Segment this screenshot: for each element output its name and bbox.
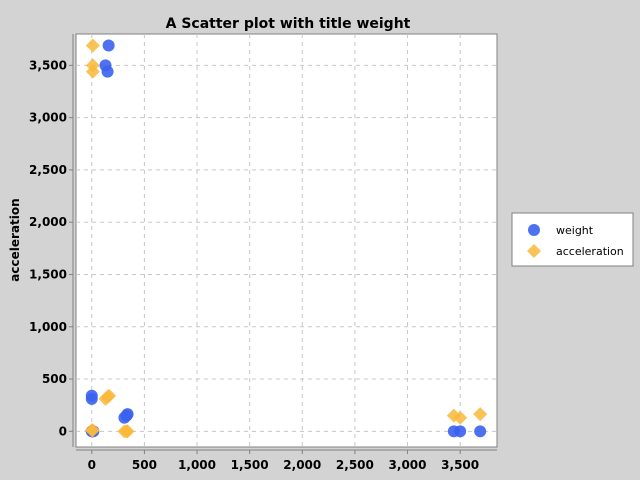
legend-label-acceleration: acceleration: [556, 245, 624, 258]
chart-title: A Scatter plot with title weight: [166, 16, 411, 32]
grid-lines: [76, 34, 497, 447]
x-tick-label: 3,000: [389, 458, 427, 472]
x-tick-label: 500: [132, 458, 157, 472]
acceleration-point: [453, 410, 468, 425]
y-tick-label: 1,500: [29, 267, 67, 281]
x-tick-label: 0: [88, 458, 96, 472]
legend-marker-acceleration: [527, 244, 541, 258]
legend-box: [511, 212, 634, 267]
legend-label-weight: weight: [556, 224, 594, 237]
x-tick-label: 1,500: [231, 458, 269, 472]
legend: weight acceleration: [511, 212, 634, 267]
weight-point: [121, 408, 134, 421]
y-tick-label: 2,000: [29, 215, 67, 229]
acceleration-point: [85, 38, 100, 53]
x-tick-label: 1,000: [178, 458, 216, 472]
weight-point: [454, 425, 467, 438]
y-tick-label: 3,000: [29, 111, 67, 125]
weight-point: [85, 392, 98, 405]
acceleration-point: [120, 424, 135, 439]
axes: 0 500 1,000 1,500 2,000 2,500 3,000 3,500 0 500 1,…: [29, 34, 497, 472]
y-tick-label: 1,000: [29, 320, 67, 334]
y-tick-label: 500: [42, 372, 67, 386]
weight-point: [102, 39, 115, 52]
acceleration-point: [473, 407, 488, 422]
y-tick-label: 2,500: [29, 163, 67, 177]
data-points: [84, 38, 488, 439]
x-tick-label: 2,500: [336, 458, 374, 472]
x-tick-label: 3,500: [441, 458, 479, 472]
y-axis-label: acceleration: [8, 198, 22, 281]
plot-area: [75, 33, 498, 448]
weight-point: [474, 425, 487, 438]
y-tick-label: 0: [59, 424, 67, 438]
acceleration-point: [85, 64, 100, 79]
weight-point: [101, 65, 114, 78]
y-tick-label: 3,500: [29, 58, 67, 72]
legend-marker-weight: [528, 224, 540, 236]
acceleration-point: [85, 423, 100, 438]
x-tick-label: 2,000: [283, 458, 321, 472]
acceleration-point: [102, 388, 117, 403]
